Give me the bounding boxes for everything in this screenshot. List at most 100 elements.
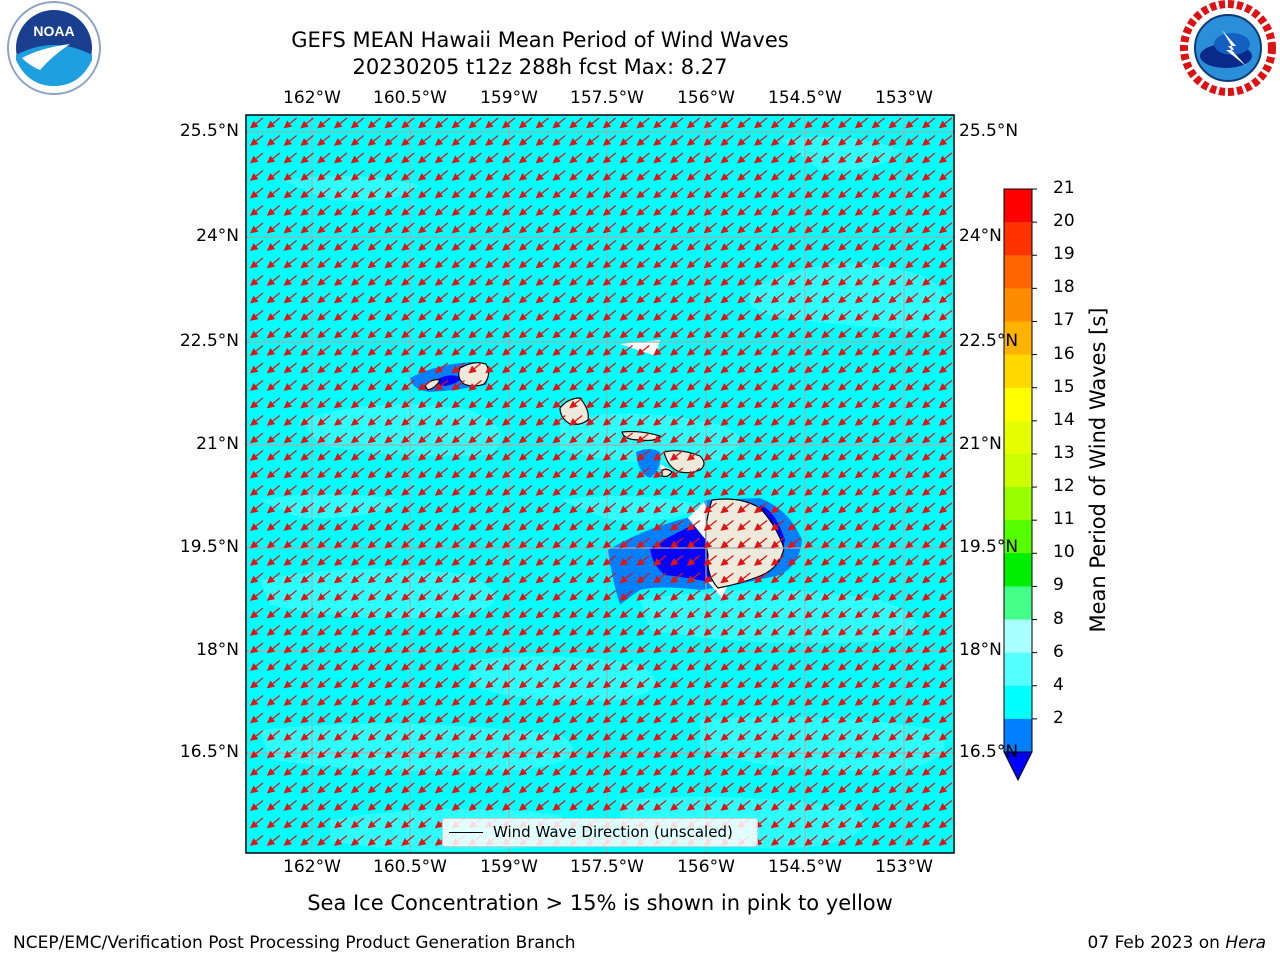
wind-wave-arrow — [787, 187, 802, 199]
wind-wave-arrow — [249, 309, 264, 321]
wind-wave-arrow — [585, 187, 600, 199]
wind-wave-arrow — [837, 309, 852, 321]
lat-tick-label: 18°N — [959, 640, 1002, 660]
wind-wave-arrow — [535, 239, 550, 251]
footer-host: Hera — [1225, 933, 1266, 953]
wind-wave-arrow — [737, 222, 751, 234]
wind-wave-arrow — [787, 362, 802, 374]
wind-wave-arrow — [619, 169, 634, 181]
wind-wave-arrow — [787, 152, 802, 164]
wind-wave-arrow — [720, 379, 734, 391]
colorbar-segment — [1004, 387, 1032, 422]
wind-wave-arrow — [871, 344, 886, 356]
wind-wave-arrow — [417, 362, 432, 374]
wind-wave-arrow — [468, 327, 482, 339]
wind-wave-arrow — [552, 169, 566, 181]
wind-wave-arrow — [249, 169, 264, 181]
wind-wave-arrow — [787, 134, 802, 146]
wind-wave-arrow — [837, 152, 852, 164]
wind-wave-arrow — [317, 309, 331, 321]
wind-wave-arrow — [518, 274, 533, 286]
wind-wave-arrow — [653, 187, 667, 199]
wind-wave-arrow — [468, 117, 482, 129]
wind-wave-arrow — [417, 169, 432, 181]
wind-wave-arrow — [535, 169, 550, 181]
wind-wave-arrow — [501, 257, 516, 269]
wind-wave-arrow — [384, 397, 398, 409]
wind-wave-arrow — [720, 397, 734, 409]
wind-wave-arrow — [367, 222, 382, 234]
colorbar-tick-label: 10 — [1053, 542, 1075, 563]
wind-wave-arrow — [350, 117, 365, 129]
wind-wave-arrow — [367, 169, 382, 181]
wind-wave-arrow — [434, 274, 449, 286]
wind-wave-arrow — [871, 309, 886, 321]
wind-wave-arrow — [317, 344, 331, 356]
lon-tick-label: 160.5°W — [373, 88, 447, 108]
wind-wave-arrow — [703, 204, 718, 216]
wind-wave-arrow — [266, 169, 281, 181]
wind-wave-arrow — [434, 222, 449, 234]
wind-wave-arrow — [417, 292, 432, 304]
wind-wave-arrow — [585, 117, 600, 129]
wind-wave-arrow — [249, 414, 264, 426]
wind-wave-arrow — [871, 397, 886, 409]
wind-wave-arrow — [938, 169, 953, 181]
wind-wave-arrow — [266, 274, 281, 286]
wind-wave-arrow — [501, 239, 516, 251]
wind-wave-arrow — [905, 134, 919, 146]
wind-wave-arrow — [249, 222, 264, 234]
wind-wave-arrow — [938, 134, 953, 146]
wind-wave-arrow — [653, 239, 667, 251]
wind-wave-arrow — [266, 344, 281, 356]
wind-wave-arrow — [854, 117, 869, 129]
wind-wave-arrow — [585, 239, 600, 251]
wind-wave-arrow — [854, 292, 869, 304]
lat-tick-label: 22.5°N — [959, 331, 1019, 351]
wind-wave-arrow — [485, 239, 499, 251]
wind-wave-arrow — [938, 204, 953, 216]
legend-line-swatch — [449, 832, 483, 833]
wind-wave-arrow — [737, 187, 751, 199]
wind-wave-arrow — [636, 169, 650, 181]
wind-wave-arrow — [737, 379, 751, 391]
wind-wave-arrow — [703, 134, 718, 146]
wind-wave-arrow — [317, 152, 331, 164]
wind-wave-arrow — [485, 309, 499, 321]
lat-tick-label: 22.5°N — [179, 331, 239, 351]
wind-wave-arrow — [434, 292, 449, 304]
wind-wave-arrow — [921, 257, 936, 269]
wind-wave-arrow — [283, 169, 298, 181]
wind-wave-arrow — [451, 152, 466, 164]
wind-wave-arrow — [333, 397, 348, 409]
wind-wave-arrow — [821, 169, 835, 181]
wind-wave-arrow — [249, 397, 264, 409]
wind-wave-arrow — [350, 379, 365, 391]
wind-wave-arrow — [535, 204, 550, 216]
wind-wave-arrow — [249, 344, 264, 356]
wind-wave-arrow — [602, 152, 617, 164]
colorbar-tick-label: 15 — [1053, 376, 1075, 397]
wind-wave-arrow — [585, 152, 600, 164]
wind-wave-arrow — [300, 327, 314, 339]
wind-wave-arrow — [266, 309, 281, 321]
wind-wave-arrow — [653, 309, 667, 321]
wind-wave-arrow — [753, 117, 768, 129]
wind-wave-arrow — [703, 327, 718, 339]
wind-wave-arrow — [821, 379, 835, 391]
wind-wave-arrow — [787, 117, 802, 129]
wind-wave-arrow — [636, 257, 650, 269]
colorbar-tick-label: 21 — [1053, 178, 1075, 198]
wind-wave-arrow — [837, 257, 852, 269]
wind-wave-arrow — [804, 344, 818, 356]
wind-wave-arrow — [804, 134, 818, 146]
wind-wave-arrow — [821, 257, 835, 269]
wind-wave-arrow — [468, 344, 482, 356]
wind-wave-arrow — [905, 327, 919, 339]
wind-wave-arrow — [283, 414, 298, 426]
wind-wave-arrow — [569, 274, 583, 286]
wind-wave-arrow — [350, 204, 365, 216]
wind-wave-arrow — [686, 117, 701, 129]
wind-wave-arrow — [417, 397, 432, 409]
wind-wave-arrow — [317, 222, 331, 234]
